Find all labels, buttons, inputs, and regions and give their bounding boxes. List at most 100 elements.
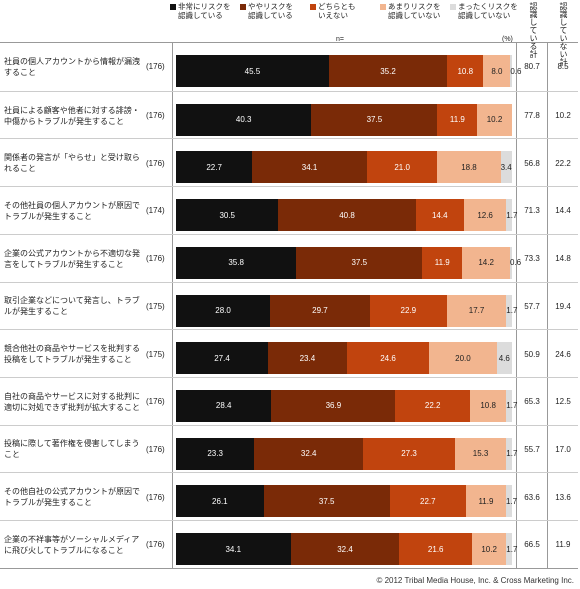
row-sample-size: (176) [146,62,165,72]
stacked-bar: 30.5 40.8 14.4 12.6 1.7 [176,199,517,232]
stacked-bar: 40.3 37.5 11.9 10.2 [176,103,512,136]
bar-segment: 36.9 [271,389,396,422]
row-sample-size: (176) [146,540,165,550]
table-row: その他自社の公式アカウントが原因でトラブルが発生すること (176) 26.1 37.… [0,472,578,521]
stacked-bar: 34.1 32.4 21.6 10.2 1.7 [176,533,517,565]
bar-segment: 11.9 [422,246,463,279]
copyright-text: © 2012 Tribal Media House, Inc. & Cross … [376,576,574,585]
stacked-bar: 28.0 29.7 22.9 17.7 1.7 [176,294,517,327]
unaware-total-value: 10.2 [555,111,571,121]
bar-segment: 11.9 [465,485,506,518]
bar-segment: 20.0 [429,342,497,375]
legend-swatch [380,4,386,10]
bar-segment: 29.7 [270,294,370,327]
bar-segment: 22.2 [395,389,470,422]
aware-total-value: 50.9 [524,349,540,359]
row-sample-size: (176) [146,444,165,454]
table-row: 企業の公式アカウントから不適切な発言をしてトラブルが発生すること (176) 35.… [0,233,578,283]
divider [547,43,548,568]
row-label: その他社員の個人アカウントが原因でトラブルが発生すること [4,200,140,221]
bar-segment: 21.6 [399,533,472,565]
bar-segment: 24.6 [346,342,430,375]
row-label: 投稿に際して著作権を侵害してしまうこと [4,439,140,460]
aware-total-value: 63.6 [524,492,540,502]
bar-segment: 0.6 [510,55,521,87]
legend-label: あまりリスクを 認識していない [388,2,441,20]
row-label: その他自社の公式アカウントが原因でトラブルが発生すること [4,487,140,508]
divider [516,43,517,568]
legend-label: どちらとも いえない [318,2,356,20]
row-label: 取引企業などについて発言し、トラブルが発生すること [4,296,140,317]
row-sample-size: (176) [146,158,165,168]
aware-total-value: 55.7 [524,444,540,454]
bar-segment: 22.7 [176,151,253,184]
row-label: 企業の公式アカウントから不適切な発言をしてトラブルが発生すること [4,248,140,269]
row-label: 自社の商品やサービスに対する批判に適切に対処できず批判が拡大すること [4,391,140,412]
bar-segment: 4.6 [496,342,512,375]
divider [172,43,173,568]
unaware-total-value: 14.8 [555,254,571,264]
bar-segment: 27.3 [363,437,455,470]
table-row: 社員による顧客や他者に対する誹謗・中傷からトラブルが発生すること (176) 40.… [0,90,578,140]
n-label: n= [336,36,344,43]
row-label: 社員の個人アカウントから情報が漏洩すること [4,56,140,77]
bar-segment: 15.3 [454,437,507,470]
bar-segment: 21.0 [366,151,438,184]
chart-legend: 非常にリスクを 認識している ややリスクを 認識している どちらとも いえない あまり… [170,2,518,32]
bar-segment: 10.8 [447,55,484,87]
bar-segment: 35.8 [176,246,297,279]
percent-unit-label: (%) [502,36,513,43]
row-sample-size: (175) [146,349,165,359]
bar-segment: 22.7 [389,485,466,518]
bar-segment: 0.6 [509,246,521,279]
bar-segment: 8.0 [483,55,511,87]
stacked-bar: 23.3 32.4 27.3 15.3 1.7 [176,437,517,470]
bar-segment: 10.2 [472,533,507,565]
bar-segment: 1.7 [506,199,517,232]
unaware-total-value: 19.4 [555,301,571,311]
bar-segment: 18.8 [437,151,501,184]
stacked-bar: 27.4 23.4 24.6 20.0 4.6 [176,342,512,375]
bar-segment: 17.7 [446,294,507,327]
bar-segment: 12.6 [463,199,507,232]
bar-segment: 27.4 [176,342,269,375]
bar-segment: 1.7 [505,485,517,518]
bar-segment: 40.8 [278,199,416,232]
legend-swatch [170,4,176,10]
unaware-total-header: 認識していない計 [559,2,568,66]
unaware-total-value: 8.5 [557,62,569,72]
unaware-total-value: 11.9 [555,540,571,550]
bar-segment: 11.9 [437,103,478,136]
table-row: 取引企業などについて発言し、トラブルが発生すること (175) 28.0 29.7 22… [0,281,578,331]
bar-segment: 14.2 [462,246,510,279]
bar-segment: 1.7 [506,437,517,470]
stacked-bar: 28.4 36.9 22.2 10.8 1.7 [176,389,517,422]
bar-segment: 23.4 [268,342,347,375]
legend-label: ややリスクを 認識している [248,2,293,20]
bar-segment: 28.4 [176,389,272,422]
unaware-total-value: 12.5 [555,397,571,407]
table-row: 自社の商品やサービスに対する批判に適切に対処できず批判が拡大すること (176) 2… [0,376,578,426]
bar-segment: 37.5 [311,103,438,136]
bar-segment: 37.5 [296,246,423,279]
unaware-total-value: 22.2 [555,158,571,168]
unaware-total-value: 14.4 [555,206,571,216]
bar-segment: 10.2 [477,103,512,136]
bar-segment: 35.2 [328,55,448,87]
row-label: 企業の不祥事等がソーシャルメディアに飛び火してトラブルになること [4,534,140,555]
bar-segment: 1.7 [506,533,517,565]
bar-segment: 26.1 [176,485,264,518]
row-label: 関係者の発言が「やらせ」と受け取られること [4,153,140,174]
bar-segment: 37.5 [263,485,390,518]
aware-total-value: 73.3 [524,254,540,264]
unaware-total-value: 13.6 [555,492,571,502]
stacked-bar: 26.1 37.5 22.7 11.9 1.7 [176,485,517,518]
legend-swatch [240,4,246,10]
table-row: 競合他社の商品やサービスを批判する投稿をしてトラブルが発生すること (175) 27… [0,329,578,378]
row-label: 社員による顧客や他者に対する誹謗・中傷からトラブルが発生すること [4,105,140,126]
row-sample-size: (176) [146,254,165,264]
unaware-total-value: 24.6 [555,349,571,359]
row-sample-size: (176) [146,397,165,407]
aware-total-value: 65.3 [524,397,540,407]
stacked-bar: 35.8 37.5 11.9 14.2 0.6 [176,246,521,279]
